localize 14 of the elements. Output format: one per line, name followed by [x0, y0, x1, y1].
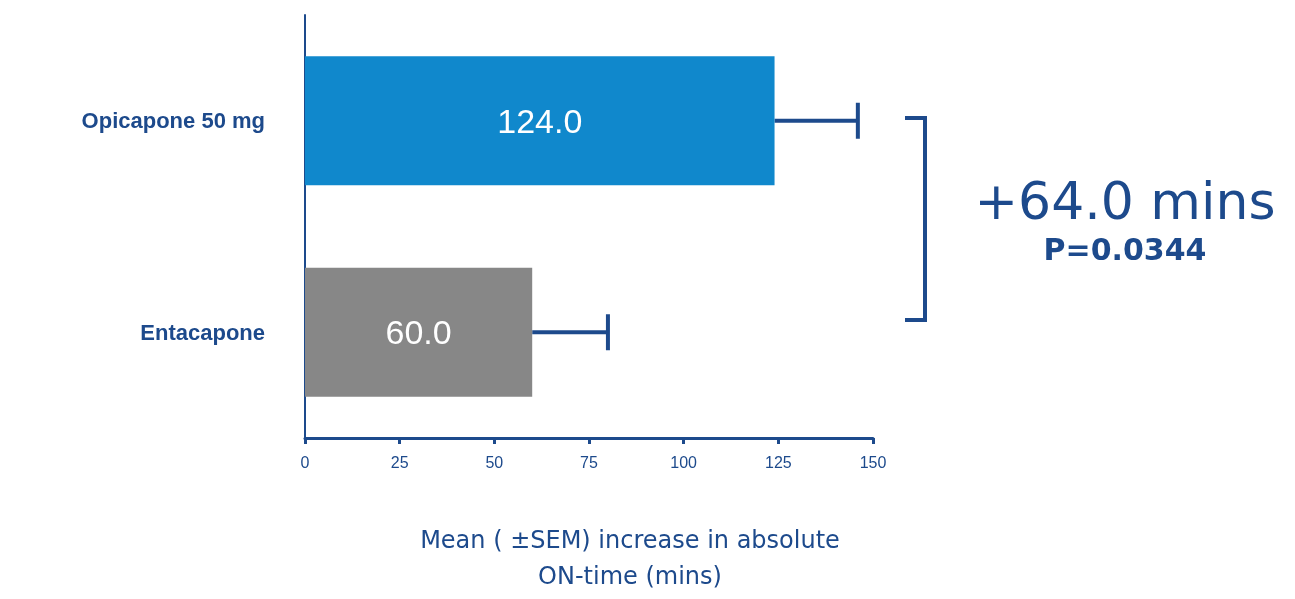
x-tick-label: 150 — [859, 453, 887, 471]
x-tick-label: 50 — [485, 453, 504, 471]
x-axis-title: Mean ( ±SEM) increase in absolute ON-time (mins) — [419, 525, 841, 592]
x-tick-label: 75 — [580, 453, 598, 471]
text: P=0.0344 — [1042, 232, 1208, 268]
y-tick-label: Opicapone 50 mg — [81, 108, 265, 134]
text: +64.0 mins — [973, 170, 1277, 232]
x-tick-label: 125 — [764, 453, 792, 471]
x-tick-label: 0 — [300, 453, 310, 471]
data-label: 124.0 — [497, 101, 583, 140]
x-tick-label: 100 — [670, 453, 698, 471]
y-tick-label: Entacapone — [140, 319, 265, 345]
x-tick-label: 25 — [390, 453, 409, 471]
data-label: 60.0 — [385, 313, 452, 352]
